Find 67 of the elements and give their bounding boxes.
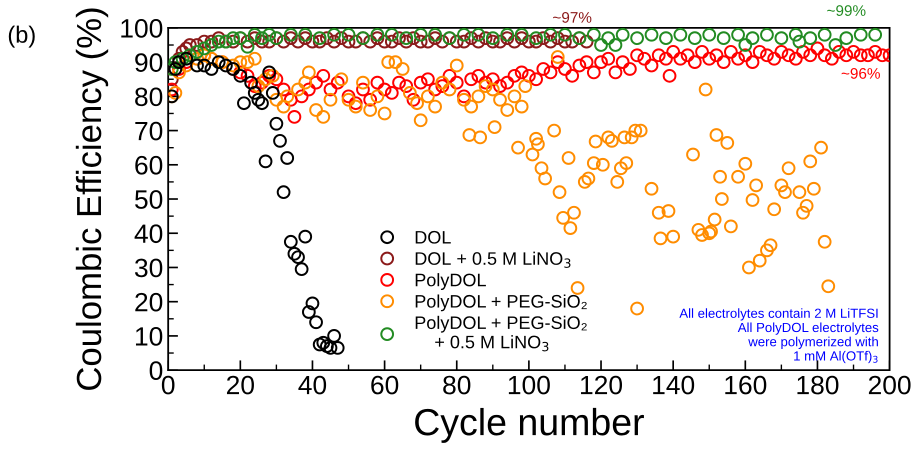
- point: [255, 96, 269, 110]
- x-tick-label: 40: [298, 376, 326, 394]
- y-tick-label: 100: [121, 19, 162, 38]
- point: [258, 154, 272, 168]
- x-tick-label: 140: [653, 376, 694, 394]
- point: [284, 234, 298, 249]
- legend-label: DOL: [416, 230, 451, 244]
- x-tick-label: 20: [226, 376, 254, 394]
- y-tick-label: 20: [135, 292, 162, 312]
- annotation: ~96%: [842, 68, 880, 79]
- y-tick-label: 50: [135, 190, 162, 209]
- point: [302, 305, 316, 319]
- legend-label: PolyDOL + PEG-SiO₂ + 0.5 M LiNO$_{3}$: [416, 316, 587, 352]
- point: [330, 341, 345, 355]
- annotation: All electrolytes contain 2 M LiTFSI All PolyDOL electrolytes were polymerized with 1 mM Al(OTf)$_{3}$: [679, 308, 878, 364]
- x-tick-label: 60: [371, 376, 398, 394]
- point: [276, 185, 290, 200]
- y-tick-label: 10: [136, 327, 162, 346]
- point: [197, 58, 212, 72]
- point: [248, 86, 262, 100]
- y-tick-label: 60: [135, 156, 162, 175]
- point: [309, 315, 323, 330]
- point: [212, 55, 226, 69]
- legend-label: PolyDOL + PEG-SiO₂: [416, 294, 587, 312]
- y-tick-label: 80: [135, 87, 162, 106]
- point: [204, 62, 218, 76]
- point: [233, 68, 248, 83]
- y-tick-label: 90: [135, 53, 162, 72]
- point: [244, 76, 258, 90]
- x-axis-title: Cycle number: [415, 408, 644, 443]
- point: [280, 151, 294, 165]
- y-axis-title: Coulombic Efficiency (%): [76, 8, 108, 390]
- point: [288, 246, 302, 261]
- point: [316, 336, 330, 350]
- point: [237, 96, 251, 110]
- point: [179, 52, 194, 66]
- y-tick-label: 30: [134, 258, 162, 278]
- legend-label: DOL + 0.5 M LiNO$_{3}$: [416, 252, 570, 268]
- point: [306, 296, 320, 310]
- point: [298, 230, 312, 244]
- x-tick-label: 80: [443, 376, 470, 394]
- x-tick-label: 100: [508, 376, 550, 394]
- x-tick-label: 120: [581, 376, 622, 394]
- y-tick-label: 0: [150, 361, 162, 380]
- point: [266, 86, 280, 100]
- y-tick-label: 40: [134, 224, 162, 244]
- annotation: ~99%: [827, 5, 866, 16]
- point: [270, 116, 284, 131]
- x-tick-label: 0: [162, 376, 174, 394]
- point: [294, 262, 309, 276]
- point: [291, 250, 305, 264]
- point: [251, 92, 266, 107]
- point: [324, 341, 338, 355]
- legend-label: PolyDOL: [416, 273, 486, 290]
- annotation: ~97%: [553, 12, 592, 23]
- point: [190, 58, 204, 72]
- y-tick-label: 70: [135, 122, 162, 140]
- x-tick-label: 160: [725, 376, 766, 394]
- point: [312, 338, 327, 352]
- point: [172, 55, 186, 69]
- point: [219, 58, 233, 72]
- point: [262, 66, 276, 80]
- x-tick-label: 200: [868, 376, 911, 394]
- point: [273, 134, 287, 148]
- text: (b): [8, 26, 35, 48]
- point: [327, 329, 341, 343]
- x-tick-label: 180: [797, 376, 838, 394]
